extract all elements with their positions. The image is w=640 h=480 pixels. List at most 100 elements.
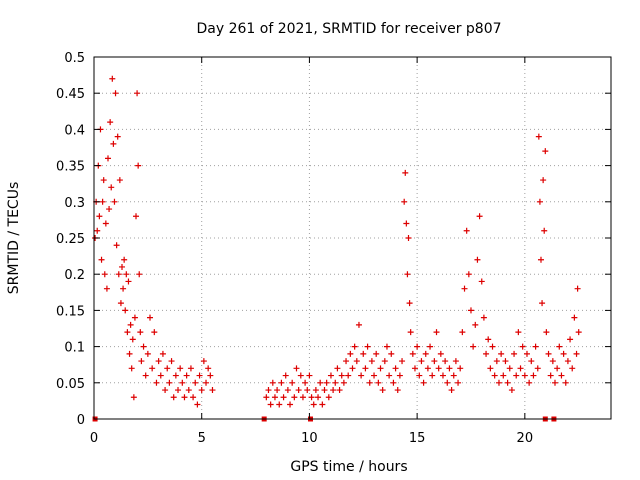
data-point — [105, 155, 112, 162]
data-point — [373, 350, 380, 357]
data-point — [330, 387, 337, 394]
data-point — [472, 321, 479, 328]
data-point — [282, 372, 289, 379]
data-point — [177, 365, 184, 372]
data-point — [325, 394, 332, 401]
data-point — [396, 372, 403, 379]
data-point — [263, 394, 270, 401]
data-point — [134, 90, 141, 97]
data-point — [539, 300, 546, 307]
x-tick-label: 20 — [517, 431, 534, 446]
data-point — [321, 387, 328, 394]
data-point — [528, 358, 535, 365]
data-point — [411, 365, 418, 372]
data-point — [159, 350, 166, 357]
y-axis-title: SRMTID / TECUs — [6, 182, 22, 295]
data-point — [297, 372, 304, 379]
data-point — [98, 256, 105, 263]
data-point — [181, 394, 188, 401]
data-point — [144, 350, 151, 357]
y-tick-label: 0.3 — [64, 196, 85, 211]
data-point — [461, 285, 468, 292]
y-tick-label: 0.5 — [64, 51, 85, 66]
data-point — [334, 365, 341, 372]
data-point — [534, 365, 541, 372]
data-point — [402, 169, 409, 176]
data-point — [142, 372, 149, 379]
data-point — [498, 350, 505, 357]
data-point — [437, 350, 444, 357]
data-point — [442, 358, 449, 365]
data-point — [343, 358, 350, 365]
data-point — [102, 220, 109, 227]
data-point — [540, 177, 547, 184]
data-point — [406, 300, 413, 307]
y-tick-label: 0.35 — [56, 160, 85, 175]
data-point — [115, 271, 122, 278]
data-point — [401, 198, 408, 205]
data-point — [564, 358, 571, 365]
data-point — [157, 372, 164, 379]
data-point — [192, 379, 199, 386]
data-point — [166, 379, 173, 386]
data-point — [185, 387, 192, 394]
data-point — [446, 365, 453, 372]
data-point — [265, 387, 272, 394]
data-point — [554, 365, 561, 372]
data-point — [112, 90, 119, 97]
data-point — [388, 350, 395, 357]
data-point — [500, 372, 507, 379]
data-point — [435, 365, 442, 372]
data-point — [151, 329, 158, 336]
data-point — [287, 401, 294, 408]
data-point — [123, 271, 130, 278]
data-point — [136, 271, 143, 278]
data-point — [457, 365, 464, 372]
y-tick-label: 0.45 — [56, 87, 85, 102]
data-point — [567, 336, 574, 343]
data-points — [92, 75, 582, 408]
x-axis-title: GPS time / hours — [290, 459, 407, 475]
data-point — [526, 379, 533, 386]
data-point — [470, 343, 477, 350]
data-point — [530, 372, 537, 379]
data-point — [562, 379, 569, 386]
data-point — [476, 213, 483, 220]
data-point — [364, 343, 371, 350]
data-point — [571, 314, 578, 321]
data-point — [535, 133, 542, 140]
data-point — [573, 350, 580, 357]
data-point — [467, 307, 474, 314]
data-point — [306, 372, 313, 379]
data-point — [133, 213, 140, 220]
data-point — [465, 271, 472, 278]
data-point — [545, 350, 552, 357]
data-point — [135, 162, 142, 169]
data-point — [205, 365, 212, 372]
data-point — [379, 387, 386, 394]
data-point — [172, 372, 179, 379]
data-point — [196, 372, 203, 379]
data-point — [101, 271, 108, 278]
data-point — [327, 372, 334, 379]
data-point — [164, 365, 171, 372]
data-point — [107, 119, 114, 126]
data-point — [504, 379, 511, 386]
data-point — [149, 365, 156, 372]
data-point — [495, 379, 502, 386]
data-point — [427, 343, 434, 350]
data-point — [502, 358, 509, 365]
data-point — [394, 387, 401, 394]
data-point — [109, 75, 116, 82]
y-tick-label: 0.1 — [64, 341, 85, 356]
data-point — [129, 336, 136, 343]
data-point — [336, 387, 343, 394]
data-point — [126, 350, 133, 357]
data-point — [295, 387, 302, 394]
data-point — [399, 358, 406, 365]
data-point — [409, 350, 416, 357]
data-point — [131, 314, 138, 321]
data-point — [319, 401, 326, 408]
data-point — [194, 401, 201, 408]
data-point — [304, 387, 311, 394]
